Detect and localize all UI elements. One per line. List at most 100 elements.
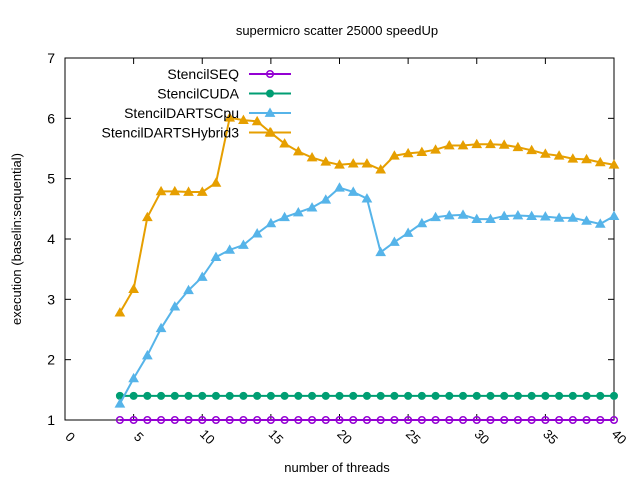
y-tick-label: 5 [47, 171, 55, 187]
data-point [306, 202, 318, 212]
data-point [512, 141, 524, 152]
data-point [224, 112, 236, 122]
legend-swatch-marker [264, 126, 276, 137]
data-point [266, 415, 275, 425]
data-point [279, 138, 290, 148]
data-point [458, 415, 468, 425]
data-point [445, 415, 454, 425]
data-point [128, 372, 139, 383]
data-point [280, 391, 289, 400]
data-point [471, 213, 483, 223]
y-tick-label: 4 [47, 231, 55, 247]
data-point [198, 415, 207, 425]
data-point [362, 415, 372, 425]
data-point [251, 228, 263, 238]
data-point [169, 301, 181, 311]
data-point [253, 415, 262, 425]
data-point [128, 283, 139, 293]
data-point [184, 415, 193, 425]
data-point [321, 391, 330, 400]
data-point [431, 415, 440, 425]
data-point [294, 391, 303, 400]
data-point [486, 415, 495, 425]
data-point [196, 271, 208, 281]
legend: StencilSEQ StencilCUDA StencilDARTSCpu Sten… [102, 66, 291, 141]
data-point [402, 227, 414, 237]
data-point [198, 391, 207, 400]
data-point [238, 114, 249, 125]
data-point [485, 213, 496, 223]
data-point [513, 415, 522, 425]
y-tick-label: 3 [47, 291, 55, 307]
data-point [292, 146, 304, 156]
data-point [183, 284, 194, 295]
data-point [308, 415, 317, 425]
data-point [500, 415, 509, 425]
data-point [361, 193, 373, 203]
data-point [224, 244, 236, 254]
data-point [292, 206, 304, 217]
data-point [416, 146, 428, 156]
data-point [361, 158, 373, 168]
series-line [119, 116, 615, 314]
data-point [596, 415, 605, 425]
data-point [141, 211, 153, 222]
data-point [526, 144, 538, 155]
data-point [169, 185, 181, 196]
data-point [225, 391, 234, 400]
data-point [404, 415, 413, 425]
data-point [608, 210, 620, 220]
data-point [347, 158, 359, 168]
data-point [527, 415, 536, 425]
data-point [210, 251, 222, 261]
data-point [183, 186, 194, 196]
data-point [582, 391, 591, 400]
legend-label: StencilDARTSHybrid3 [102, 125, 240, 141]
data-point [389, 236, 400, 246]
data-point [540, 211, 551, 221]
data-point [582, 415, 591, 425]
data-point [513, 391, 522, 400]
data-point [114, 398, 126, 408]
data-point [335, 415, 344, 425]
data-point [443, 209, 455, 220]
data-point [280, 415, 289, 425]
data-point [375, 164, 387, 174]
data-point [527, 391, 536, 400]
data-point [485, 138, 496, 149]
data-point [210, 177, 222, 187]
data-point [581, 153, 592, 164]
y-tick-label: 6 [47, 110, 55, 126]
legend-swatch-marker [265, 69, 275, 79]
data-point [239, 391, 248, 400]
data-point [404, 391, 413, 400]
data-point [430, 144, 441, 154]
data-point [211, 391, 220, 400]
x-tick-label: 40 [609, 426, 630, 447]
data-point [306, 152, 318, 162]
legend-swatch-marker [264, 107, 276, 117]
data-point [225, 415, 234, 425]
data-point [335, 391, 344, 400]
data-point [115, 415, 124, 425]
x-tick-label: 10 [197, 426, 218, 447]
data-point [568, 415, 577, 425]
series-line [119, 186, 615, 405]
data-point [196, 186, 208, 196]
data-point [500, 391, 509, 400]
series-StencilSEQ [115, 415, 619, 425]
data-point [581, 215, 592, 225]
data-point [594, 156, 606, 167]
data-point [498, 210, 510, 220]
x-tick-label: 25 [403, 426, 424, 447]
data-point [155, 185, 167, 196]
series-StencilCUDA [115, 391, 618, 400]
x-tick-label: 5 [131, 429, 147, 445]
y-tick-label: 7 [47, 50, 55, 66]
data-point [609, 415, 619, 425]
data-point [594, 218, 606, 228]
chart-title: supermicro scatter 25000 speedUp [236, 23, 438, 38]
data-point [431, 391, 440, 400]
data-point [553, 150, 565, 160]
x-tick-label: 30 [472, 426, 493, 447]
